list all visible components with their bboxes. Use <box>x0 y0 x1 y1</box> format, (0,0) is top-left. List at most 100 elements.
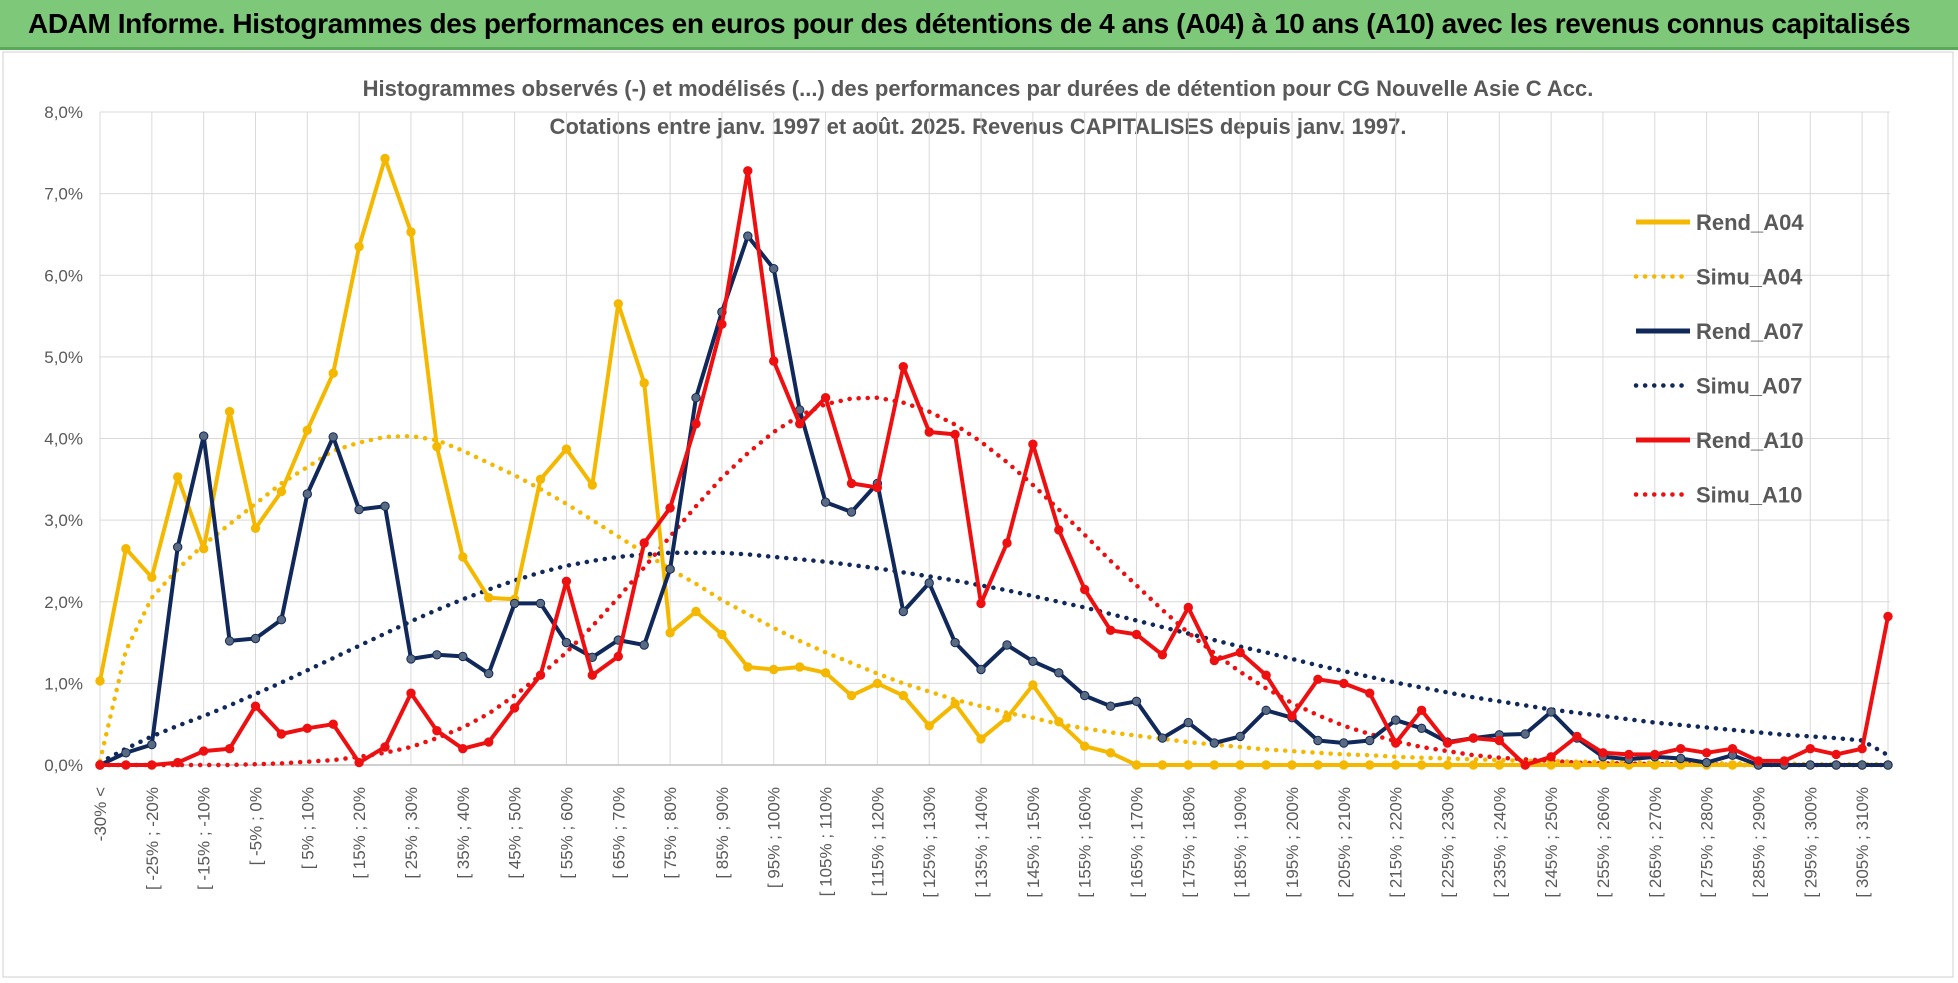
data-point <box>1131 629 1142 640</box>
series-Rend_A07 <box>95 231 1893 770</box>
data-point <box>1857 744 1867 754</box>
data-point <box>509 703 520 713</box>
data-point <box>950 429 960 440</box>
legend-label: Rend_A10 <box>1696 428 1804 453</box>
data-point <box>95 760 105 770</box>
x-tick-label: [ 115% ; 120% <box>868 787 887 896</box>
data-point <box>1391 715 1401 725</box>
data-point <box>1391 738 1401 748</box>
data-point <box>743 231 753 241</box>
data-point <box>354 242 364 252</box>
x-tick-label: [ 255% ; 260% <box>1594 787 1613 898</box>
data-point <box>1416 760 1427 770</box>
x-tick-label: [ 45% ; 50% <box>506 787 525 879</box>
data-point <box>1287 711 1297 721</box>
x-tick-label: [ 235% ; 240% <box>1490 787 1509 898</box>
x-tick-label: [ 175% ; 180% <box>1179 787 1198 898</box>
data-point <box>1857 760 1867 770</box>
legend-item-Rend_A04: Rend_A04 <box>1636 210 1804 235</box>
x-tick-label: [ 245% ; 250% <box>1542 787 1561 898</box>
data-point <box>1546 752 1556 762</box>
y-tick-label: 7,0% <box>44 185 83 204</box>
data-point <box>1054 525 1064 535</box>
data-point <box>613 299 623 309</box>
data-point <box>484 668 494 679</box>
data-point <box>1209 738 1220 748</box>
data-point <box>924 427 934 437</box>
data-point <box>924 721 934 731</box>
data-point <box>250 633 261 644</box>
data-point <box>1727 760 1738 770</box>
data-point <box>328 432 338 442</box>
data-point <box>1650 760 1660 770</box>
x-tick-label: [ 55% ; 60% <box>557 787 576 879</box>
data-point <box>1287 760 1297 770</box>
data-point <box>743 166 753 176</box>
data-point <box>1105 625 1116 635</box>
data-point <box>1494 735 1505 746</box>
data-point <box>976 664 986 675</box>
data-point <box>976 598 986 609</box>
data-point <box>484 737 494 747</box>
data-point <box>509 598 520 609</box>
data-point <box>898 606 908 617</box>
series-Simu_A07 <box>97 550 1891 765</box>
data-point <box>1753 756 1764 766</box>
x-tick-label: [ 65% ; 70% <box>609 787 628 879</box>
series-line-Rend_A10 <box>100 168 1890 767</box>
data-point <box>328 368 338 378</box>
data-point <box>1520 760 1530 770</box>
data-point <box>1183 760 1194 770</box>
data-point <box>147 572 157 582</box>
performance-histogram-chart: Histogrammes observés (-) et modélisés (… <box>2 51 1954 978</box>
data-point <box>950 637 960 648</box>
data-point <box>432 650 442 660</box>
x-tick-label: [ 135% ; 140% <box>972 787 991 898</box>
data-point <box>820 393 831 403</box>
data-point <box>1105 701 1116 711</box>
data-point <box>1883 611 1893 622</box>
data-point <box>795 662 805 672</box>
data-point <box>691 419 701 429</box>
data-point <box>276 729 287 739</box>
data-point <box>1313 735 1323 746</box>
legend: Rend_A04 Simu_A04 Rend_A07 Simu_A07 Rend_A10… <box>1633 210 1804 508</box>
data-point <box>432 726 442 736</box>
data-point <box>1209 655 1220 666</box>
data-point <box>561 637 572 648</box>
data-point <box>458 744 468 754</box>
data-point <box>1209 760 1220 770</box>
series-line-Rend_A04 <box>98 156 1888 767</box>
data-point <box>717 629 727 640</box>
data-point <box>1624 749 1634 760</box>
data-point <box>1572 731 1582 742</box>
x-tick-label: [ 265% ; 270% <box>1646 787 1665 898</box>
x-tick-label: [ 25% ; 30% <box>402 787 421 879</box>
data-point <box>1598 760 1608 770</box>
data-point <box>1676 744 1686 754</box>
series-Rend_A10 <box>95 166 1893 770</box>
x-tick-label: [ 285% ; 290% <box>1749 787 1768 898</box>
data-point <box>1157 733 1168 743</box>
data-point <box>250 701 261 711</box>
data-point <box>1157 760 1168 770</box>
data-point <box>458 651 468 662</box>
data-point <box>1805 744 1816 754</box>
data-point <box>1028 656 1038 666</box>
data-point <box>302 425 312 435</box>
x-tick-label: [ 215% ; 220% <box>1387 787 1406 898</box>
data-point <box>276 615 287 625</box>
data-point <box>976 734 986 744</box>
data-point <box>561 444 572 454</box>
data-point <box>1080 584 1090 595</box>
data-point <box>535 598 546 609</box>
x-tick-label: [ 155% ; 160% <box>1076 787 1095 898</box>
data-point <box>1183 602 1194 613</box>
data-point <box>1105 748 1116 758</box>
data-point <box>406 654 416 664</box>
data-point <box>1546 760 1556 770</box>
data-point <box>1442 738 1453 748</box>
series-line-Rend_A07 <box>99 234 1888 767</box>
data-point <box>1701 748 1712 758</box>
report-banner: ADAM Informe. Histogrammes des performan… <box>0 0 1958 50</box>
